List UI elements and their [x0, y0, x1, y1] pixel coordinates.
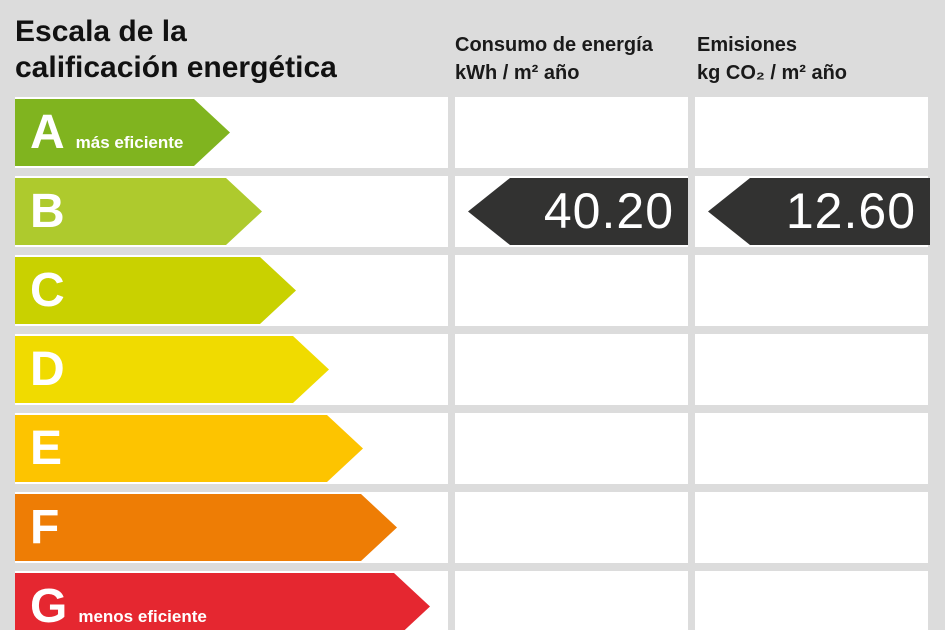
rating-cell: D — [15, 334, 448, 405]
consumption-cell — [455, 334, 688, 405]
rating-row: E — [0, 413, 945, 484]
rating-bar: C — [15, 257, 296, 324]
rating-letter: A — [30, 106, 65, 159]
rating-letter: E — [30, 422, 63, 475]
page-title-line2: calificación energética — [15, 51, 337, 84]
rating-letter: F — [30, 501, 60, 554]
consumption-cell — [455, 97, 688, 168]
consumption-cell — [455, 492, 688, 563]
rating-cell: E — [15, 413, 448, 484]
rating-note: más eficiente — [75, 133, 184, 152]
consumption-header-title: Consumo de energía — [455, 34, 653, 56]
rating-cell: C — [15, 255, 448, 326]
emissions-value-arrow: 12.60 — [708, 178, 930, 245]
emissions-cell — [695, 571, 928, 630]
rating-letter: B — [30, 185, 65, 238]
consumption-cell: 40.20 — [455, 176, 688, 247]
rating-bar: D — [15, 336, 329, 403]
rating-bar: E — [15, 415, 363, 482]
rating-note: menos eficiente — [78, 607, 207, 626]
consumption-header-unit: kWh / m² año — [455, 62, 580, 84]
emissions-cell: 12.60 — [695, 176, 930, 247]
rating-bar: F — [15, 494, 397, 561]
emissions-cell — [695, 413, 928, 484]
consumption-cell — [455, 255, 688, 326]
rating-cell: F — [15, 492, 448, 563]
emissions-cell — [695, 255, 928, 326]
consumption-value-arrow: 40.20 — [468, 178, 688, 245]
rating-row: B 40.20 12.60 — [0, 176, 945, 247]
rating-row: D — [0, 334, 945, 405]
emissions-header-unit: kg CO₂ / m² año — [697, 62, 848, 84]
rating-letter: C — [30, 264, 65, 317]
rating-letter: D — [30, 343, 65, 396]
emissions-cell — [695, 492, 928, 563]
emissions-cell — [695, 334, 928, 405]
page-title: Escala de la calificación energética — [15, 14, 337, 86]
rating-row: F — [0, 492, 945, 563]
rating-cell: B — [15, 176, 448, 247]
rating-row: C — [0, 255, 945, 326]
rating-letter: G — [30, 580, 68, 630]
page-title-line1: Escala de la — [15, 15, 187, 48]
consumption-cell — [455, 413, 688, 484]
consumption-column-header: Consumo de energía kWh / m² año — [455, 31, 653, 87]
emissions-column-header: Emisiones kg CO₂ / m² año — [697, 31, 847, 87]
emissions-cell — [695, 97, 928, 168]
rating-bar: B — [15, 178, 262, 245]
consumption-cell — [455, 571, 688, 630]
emissions-header-title: Emisiones — [697, 34, 798, 56]
